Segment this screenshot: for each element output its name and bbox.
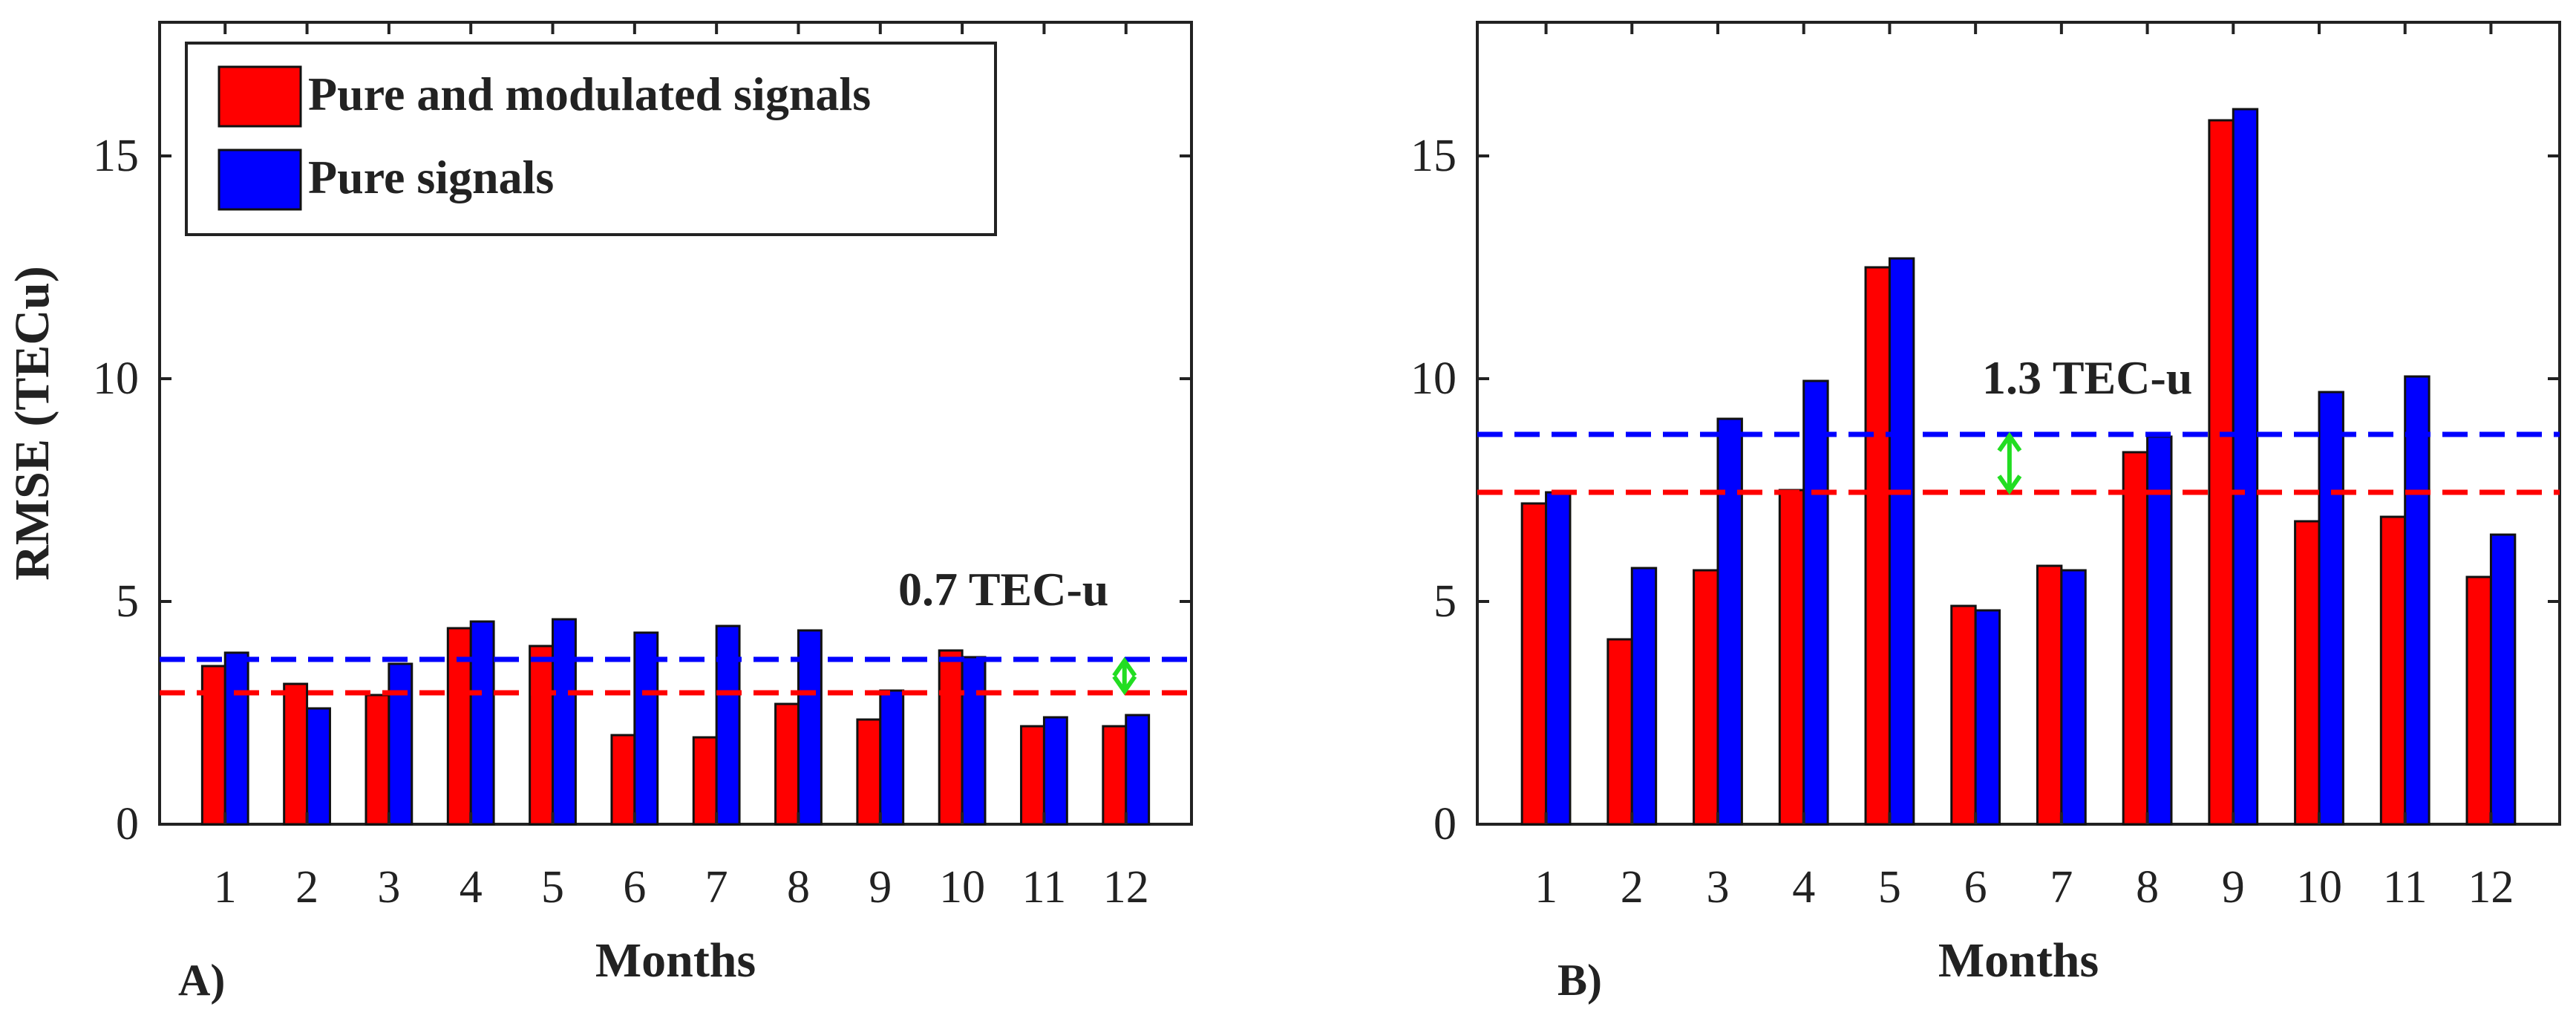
bar-pure <box>1630 567 1658 826</box>
bar-pure-and-modulated <box>610 734 636 826</box>
bar-pure-and-modulated <box>1102 725 1128 826</box>
bar-pure <box>879 689 905 826</box>
y-tick-label: 10 <box>93 353 139 404</box>
x-tick-label: 3 <box>377 862 400 913</box>
bar-pure-and-modulated <box>1950 604 1977 826</box>
bar-pure <box>2318 391 2344 826</box>
y-tick-label: 15 <box>93 131 139 181</box>
bar-pure <box>1888 257 1915 826</box>
bar-pure-and-modulated <box>2122 451 2149 826</box>
x-tick-label: 10 <box>2296 862 2342 913</box>
bar-pure <box>797 629 823 826</box>
bar-pure-and-modulated <box>2465 575 2492 826</box>
arrow-head-down <box>1997 474 2022 495</box>
x-tick-label: 12 <box>1103 862 1149 913</box>
bar-pure <box>1545 491 1572 826</box>
x-tick-label: 4 <box>460 862 483 913</box>
bar-pure-and-modulated <box>1693 569 1719 826</box>
x-tick-label: 5 <box>541 862 564 913</box>
y-tick-label: 5 <box>116 576 139 627</box>
bar-pure-and-modulated <box>2208 119 2235 826</box>
difference-annotation: 0.7 TEC-u <box>898 563 1108 616</box>
bar-pure-and-modulated <box>1864 266 1891 826</box>
x-tick-label: 1 <box>1534 862 1557 913</box>
bar-pure <box>469 620 495 826</box>
bar-pure <box>2489 533 2517 826</box>
bar-pure-and-modulated <box>1606 638 1633 826</box>
panel-label: A) <box>178 956 225 1005</box>
bar-pure <box>2060 569 2087 826</box>
x-tick-label: 8 <box>2136 862 2159 913</box>
bar-pure-and-modulated <box>2036 564 2063 826</box>
panel-label: B) <box>1557 956 1602 1005</box>
y-tick-label: 5 <box>1434 576 1457 627</box>
x-tick-label: 11 <box>2383 862 2428 913</box>
y-tick-label: 15 <box>1410 131 1457 181</box>
bar-pure-and-modulated <box>2379 515 2407 826</box>
bar-pure <box>715 624 741 826</box>
legend-swatch <box>218 149 302 211</box>
bar-pure <box>1716 417 1743 826</box>
bar-pure-and-modulated <box>200 665 226 826</box>
x-axis-label: Months <box>595 933 756 988</box>
x-tick-label: 6 <box>623 862 646 913</box>
bar-pure-and-modulated <box>1778 489 1805 826</box>
x-tick-label: 5 <box>1878 862 1901 913</box>
bar-pure-and-modulated <box>365 694 390 826</box>
bar-pure-and-modulated <box>1520 502 1548 826</box>
bar-pure-and-modulated <box>1020 725 1045 826</box>
plot-frame <box>1476 21 2561 826</box>
bar-pure-and-modulated <box>283 682 309 826</box>
bar-pure <box>1974 609 2001 826</box>
x-tick-label: 2 <box>1621 862 1644 913</box>
bar-pure-and-modulated <box>774 702 800 826</box>
y-tick-label: 0 <box>116 799 139 849</box>
bar-pure <box>2404 375 2430 826</box>
bar-pure-and-modulated <box>529 645 555 826</box>
legend-label: Pure and modulated signals <box>308 68 871 120</box>
bar-pure <box>388 662 413 826</box>
legend: Pure and modulated signals Pure signals <box>185 42 997 236</box>
x-tick-label: 9 <box>869 862 892 913</box>
y-axis-label: RMSE (TECu) <box>5 266 59 581</box>
bar-pure <box>306 707 331 826</box>
x-tick-label: 8 <box>787 862 810 913</box>
x-tick-label: 1 <box>214 862 237 913</box>
bar-pure <box>1125 714 1151 826</box>
x-tick-label: 2 <box>295 862 318 913</box>
bar-pure <box>1802 379 1829 826</box>
x-tick-label: 4 <box>1792 862 1815 913</box>
x-tick-label: 7 <box>2050 862 2073 913</box>
bar-pure <box>1042 716 1068 826</box>
bar-pure-and-modulated <box>2294 520 2321 826</box>
x-tick-label: 9 <box>2222 862 2245 913</box>
bar-pure-and-modulated <box>856 718 882 826</box>
bar-pure-and-modulated <box>692 736 718 826</box>
x-tick-label: 6 <box>1964 862 1987 913</box>
x-axis-label: Months <box>1938 933 2099 988</box>
arrow-head-up <box>1997 431 2022 452</box>
arrow-head-up <box>1112 656 1137 677</box>
bar-pure <box>223 651 249 826</box>
x-tick-label: 12 <box>2468 862 2514 913</box>
bar-pure <box>961 656 987 826</box>
difference-annotation: 1.3 TEC-u <box>1982 351 2192 404</box>
bar-pure <box>552 618 577 826</box>
x-tick-label: 10 <box>939 862 985 913</box>
bar-pure <box>2232 108 2259 826</box>
arrow-head-down <box>1112 675 1137 696</box>
x-tick-label: 3 <box>1707 862 1730 913</box>
x-tick-label: 11 <box>1022 862 1067 913</box>
y-tick-label: 0 <box>1434 799 1457 849</box>
x-tick-label: 7 <box>705 862 728 913</box>
bar-pure-and-modulated <box>938 649 964 826</box>
bar-pure <box>633 631 659 826</box>
y-tick-label: 10 <box>1410 353 1457 404</box>
legend-label: Pure signals <box>308 151 554 203</box>
legend-swatch <box>218 65 302 128</box>
legend-box <box>185 42 997 236</box>
